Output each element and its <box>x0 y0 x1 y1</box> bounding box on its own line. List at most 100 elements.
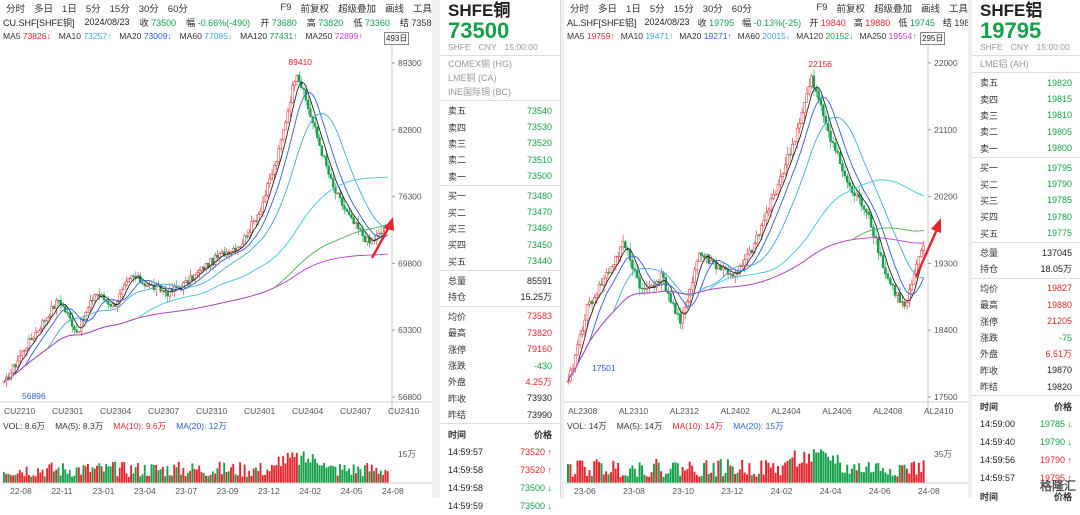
candle-body <box>841 163 844 172</box>
volume-bar <box>118 467 121 483</box>
volume-bar <box>155 464 157 483</box>
candle-body <box>352 217 355 224</box>
right-period-tab[interactable]: 15分 <box>673 3 694 15</box>
candle-body <box>743 259 746 266</box>
aluminum-panel-sub: SHFE CNY 15:00:00 <box>980 42 1070 52</box>
volume-bar <box>41 469 44 483</box>
candle-body <box>82 318 85 321</box>
aluminum-trade-row: 14:59:40 19790 ↓ <box>980 437 1072 448</box>
left-period-tab[interactable]: 5分 <box>85 3 101 15</box>
left-period-tab[interactable]: 1日 <box>62 3 77 15</box>
volume-bar <box>839 462 842 483</box>
left-kline-chart[interactable]: 89300 82800 76300 69800 63300 56800 CU2210 CU23… <box>0 45 432 498</box>
volume-bar <box>96 465 98 483</box>
volume-bar <box>55 469 58 483</box>
volume-bar <box>136 463 139 483</box>
left-tool-button[interactable]: 前复权 <box>300 3 329 15</box>
volume-bar <box>865 466 868 483</box>
candle-body <box>354 222 358 224</box>
x-tick-label: CU2401 <box>244 406 275 416</box>
volume-bar <box>760 460 763 483</box>
aluminum-related-contract[interactable]: LME铝 (AH) <box>980 59 1029 69</box>
candle-body <box>719 265 722 271</box>
right-period-tab[interactable]: 分时 <box>570 3 590 15</box>
copper-bid-row: 买四 73450 <box>448 239 552 251</box>
candle-body <box>166 292 169 297</box>
volume-bar <box>12 475 14 483</box>
divider <box>440 55 560 56</box>
candle-body <box>238 246 242 248</box>
volume-bar <box>808 453 811 483</box>
volume-bar <box>73 475 76 483</box>
volume-bar <box>125 473 128 483</box>
aluminum-ask-row: 卖四 19815 <box>980 94 1072 105</box>
left-period-tab[interactable]: 分时 <box>6 3 26 15</box>
copper-related-contract[interactable]: COMEX铜 (HG) <box>448 59 512 69</box>
candle-body <box>77 331 81 333</box>
candle-body <box>628 249 632 261</box>
right-period-tab[interactable]: 60分 <box>731 3 752 15</box>
volume-bar <box>815 452 818 483</box>
candle-body <box>838 152 842 164</box>
candle-body <box>788 153 792 156</box>
left-period-tab[interactable]: 60分 <box>167 3 188 15</box>
right-tool-button[interactable]: 工具 <box>948 3 968 15</box>
volume-bar <box>772 463 775 483</box>
right-period-tab[interactable]: 多日 <box>598 3 618 15</box>
copper-ask-row: 卖四 73530 <box>448 122 552 133</box>
candle-body <box>29 338 33 340</box>
volume-bar <box>822 451 825 483</box>
right-tool-button[interactable]: 前复权 <box>836 3 865 15</box>
right-tool-button[interactable]: F9 <box>816 2 828 13</box>
y-tick-label: 19300 <box>934 258 958 268</box>
candle-body <box>50 306 53 317</box>
copper-related-contract[interactable]: INE国际铜 (BC) <box>448 87 512 97</box>
left-splitter[interactable] <box>432 0 440 498</box>
candle-body <box>643 287 646 290</box>
divider <box>440 100 560 101</box>
volume-bar <box>314 458 316 483</box>
volume-bar <box>21 472 24 483</box>
right-tool-button[interactable]: 超级叠加 <box>873 3 912 15</box>
candle-body <box>347 211 351 216</box>
right-count-badge[interactable]: 295日 <box>920 32 946 45</box>
right-ma-item: MA10 19471↑ <box>620 30 674 41</box>
candle-body <box>624 241 627 249</box>
volume-bar <box>777 465 780 483</box>
right-splitter[interactable] <box>968 0 972 498</box>
left-count-badge[interactable]: 493日 <box>384 32 410 45</box>
right-period-tab[interactable]: 1日 <box>626 3 641 15</box>
left-tool-button[interactable]: 工具 <box>412 3 432 15</box>
candle-body <box>52 306 56 309</box>
right-tool-button[interactable]: 画线 <box>920 3 940 15</box>
divider <box>972 72 1080 73</box>
candle-body <box>800 112 804 124</box>
volume-bar <box>159 469 162 483</box>
left-vol: VOL: 8.6万 <box>3 421 46 431</box>
left-period-tab[interactable]: 多日 <box>34 3 54 15</box>
volume-tick-label: 15万 <box>398 449 416 459</box>
left-period-tab[interactable]: 30分 <box>138 3 159 15</box>
volume-bar <box>722 476 725 483</box>
copper-related-contract[interactable]: LME铜 (CA) <box>448 73 497 83</box>
volume-bar <box>66 473 69 483</box>
left-tool-button[interactable]: 画线 <box>384 3 404 15</box>
candle-body <box>891 283 894 286</box>
candle-body <box>313 122 317 128</box>
left-period-tab[interactable]: 15分 <box>109 3 130 15</box>
mid-splitter[interactable] <box>561 0 564 498</box>
volume-bar <box>583 466 586 483</box>
right-period-tab[interactable]: 30分 <box>702 3 723 15</box>
candle-body <box>91 299 94 302</box>
right-kline-chart[interactable]: 22000 21100 20200 19300 18400 17500 AL2308 AL23… <box>564 45 968 498</box>
candle-body <box>141 282 144 284</box>
volume-bar <box>173 464 176 483</box>
volume-bar <box>686 469 689 483</box>
left-tool-button[interactable]: F9 <box>280 2 292 13</box>
volume-bar <box>152 464 155 483</box>
volume-bar <box>633 468 636 483</box>
right-period-tab[interactable]: 5分 <box>649 3 665 15</box>
candle-body <box>736 271 739 274</box>
left-tool-button[interactable]: 超级叠加 <box>337 3 376 15</box>
volume-x-tick-label: 24-08 <box>918 486 940 496</box>
